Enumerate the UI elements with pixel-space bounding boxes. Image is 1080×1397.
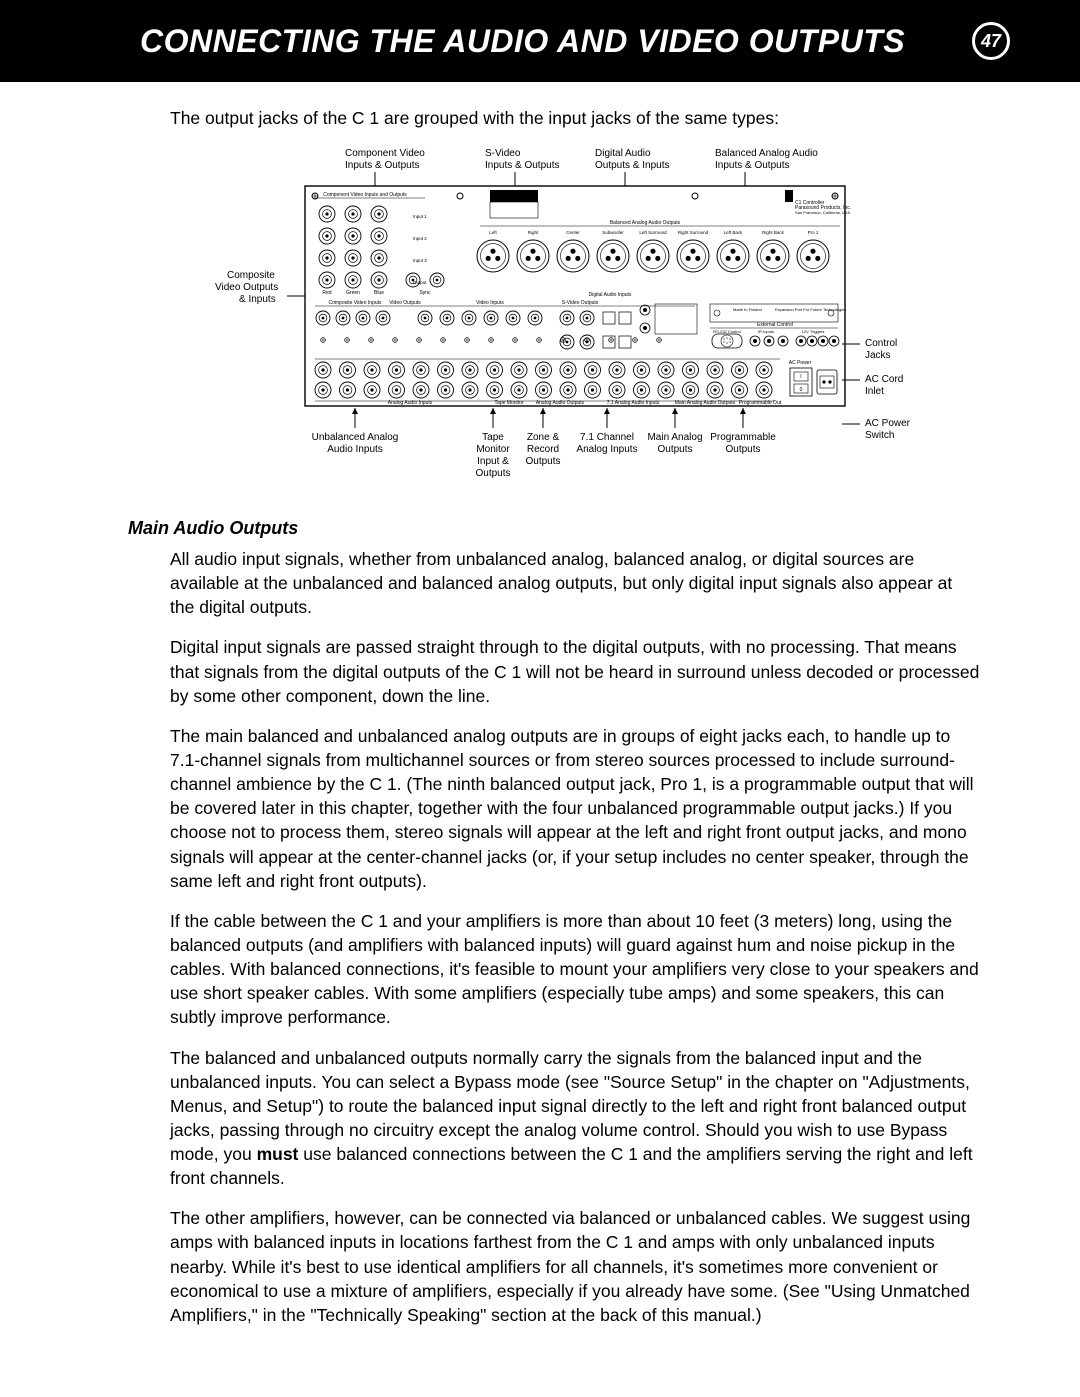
svg-text:Left: Left bbox=[489, 230, 497, 235]
svg-text:Balanced Analog Audio: Balanced Analog Audio bbox=[715, 148, 818, 159]
svg-text:Programmable: Programmable bbox=[710, 432, 776, 443]
paragraph-4: If the cable between the C 1 and your am… bbox=[170, 909, 980, 1030]
header-band: CONNECTING THE AUDIO AND VIDEO OUTPUTS 4… bbox=[0, 0, 1080, 82]
svg-text:I: I bbox=[800, 374, 801, 380]
svg-text:Subwoofer: Subwoofer bbox=[602, 230, 624, 235]
svg-text:Inputs & Outputs: Inputs & Outputs bbox=[345, 160, 420, 171]
svg-text:Input 1: Input 1 bbox=[413, 214, 427, 219]
svg-text:Audio Inputs: Audio Inputs bbox=[327, 444, 383, 455]
left-label-2: Video Outputs bbox=[215, 282, 278, 293]
svg-text:Inlet: Inlet bbox=[865, 386, 884, 397]
svg-text:Component Video: Component Video bbox=[345, 148, 425, 159]
svg-text:Balanced Analog Audio Outputs: Balanced Analog Audio Outputs bbox=[610, 220, 681, 226]
svg-text:Monitor: Monitor bbox=[476, 444, 510, 455]
svg-text:Digital Audio: Digital Audio bbox=[595, 148, 651, 159]
svg-text:12V Triggers: 12V Triggers bbox=[802, 329, 825, 334]
svg-text:Sync: Sync bbox=[419, 290, 431, 296]
svg-text:Right Surround: Right Surround bbox=[678, 230, 709, 235]
svg-text:Right: Right bbox=[528, 230, 539, 235]
svg-text:Switch: Switch bbox=[865, 430, 894, 441]
svg-text:Outputs: Outputs bbox=[475, 468, 510, 479]
left-label-3: & Inputs bbox=[239, 294, 276, 305]
svg-text:S-Video Outputs: S-Video Outputs bbox=[562, 300, 599, 306]
svg-text:AC Power: AC Power bbox=[789, 360, 812, 366]
svg-text:0: 0 bbox=[800, 387, 803, 393]
svg-text:Inputs & Outputs: Inputs & Outputs bbox=[485, 160, 560, 171]
paragraph-2: Digital input signals are passed straigh… bbox=[170, 635, 980, 707]
svg-text:RS-232 Control: RS-232 Control bbox=[713, 329, 741, 334]
svg-text:Red: Red bbox=[322, 290, 331, 296]
svg-text:Outputs: Outputs bbox=[525, 456, 560, 467]
svg-text:Input &: Input & bbox=[477, 456, 509, 467]
svg-text:Right Back: Right Back bbox=[762, 230, 785, 235]
rear-panel-diagram: Component VideoInputs & OutputsS-VideoIn… bbox=[215, 146, 935, 486]
svg-text:Control: Control bbox=[865, 338, 897, 349]
svg-text:Input 3: Input 3 bbox=[413, 258, 427, 263]
paragraph-6: The other amplifiers, however, can be co… bbox=[170, 1206, 980, 1327]
svg-text:San Francisco, California, USA: San Francisco, California, USA bbox=[795, 210, 850, 215]
paragraph-1: All audio input signals, whether from un… bbox=[170, 547, 980, 619]
svg-text:Jacks: Jacks bbox=[865, 350, 891, 361]
svg-text:Zone &: Zone & bbox=[527, 432, 560, 443]
svg-text:Record: Record bbox=[527, 444, 559, 455]
svg-text:Inputs & Outputs: Inputs & Outputs bbox=[715, 160, 790, 171]
page-number: 47 bbox=[981, 31, 1001, 52]
svg-text:Component Video Inputs and Out: Component Video Inputs and Outputs bbox=[323, 192, 407, 198]
svg-text:Input 2: Input 2 bbox=[413, 236, 427, 241]
svg-text:Main Analog: Main Analog bbox=[647, 432, 702, 443]
svg-text:7.1 Channel: 7.1 Channel bbox=[580, 432, 634, 443]
left-label-1: Composite bbox=[227, 270, 275, 281]
svg-text:Left Back: Left Back bbox=[724, 230, 744, 235]
svg-text:External Control: External Control bbox=[757, 322, 793, 328]
page-content: The output jacks of the C 1 are grouped … bbox=[0, 82, 1080, 1383]
svg-text:Analog Inputs: Analog Inputs bbox=[576, 444, 637, 455]
page-number-badge: 47 bbox=[972, 22, 1010, 60]
paragraph-5-must: must bbox=[257, 1144, 299, 1164]
intro-text: The output jacks of the C 1 are grouped … bbox=[170, 106, 980, 130]
svg-text:Unbalanced Analog: Unbalanced Analog bbox=[312, 432, 399, 443]
svg-text:Expansion Port For Future Tech: Expansion Port For Future Technologies bbox=[775, 307, 846, 312]
svg-text:Left Surround: Left Surround bbox=[639, 230, 667, 235]
page-title: CONNECTING THE AUDIO AND VIDEO OUTPUTS bbox=[140, 23, 905, 60]
svg-text:Composite Video Inputs: Composite Video Inputs bbox=[329, 300, 382, 306]
svg-text:Digital Audio Inputs: Digital Audio Inputs bbox=[589, 292, 632, 298]
svg-text:AC Cord: AC Cord bbox=[865, 374, 903, 385]
svg-text:Made In Finland: Made In Finland bbox=[733, 307, 762, 312]
svg-text:Outputs: Outputs bbox=[657, 444, 692, 455]
svg-text:IR Inputs: IR Inputs bbox=[758, 329, 774, 334]
svg-text:AC Power: AC Power bbox=[865, 418, 911, 429]
svg-text:Outputs & Inputs: Outputs & Inputs bbox=[595, 160, 670, 171]
svg-text:Pro 1: Pro 1 bbox=[808, 230, 819, 235]
svg-text:Green: Green bbox=[346, 290, 360, 296]
svg-text:Center: Center bbox=[566, 230, 580, 235]
svg-text:Tape: Tape bbox=[482, 432, 504, 443]
svg-text:Video Outputs: Video Outputs bbox=[389, 300, 421, 306]
svg-text:Blue: Blue bbox=[374, 290, 384, 296]
paragraph-3: The main balanced and unbalanced analog … bbox=[170, 724, 980, 893]
svg-text:S-Video: S-Video bbox=[485, 148, 521, 159]
paragraph-5: The balanced and unbalanced outputs norm… bbox=[170, 1046, 980, 1191]
svg-text:Outputs: Outputs bbox=[725, 444, 760, 455]
svg-text:Video Inputs: Video Inputs bbox=[476, 300, 504, 306]
section-heading: Main Audio Outputs bbox=[128, 516, 980, 541]
